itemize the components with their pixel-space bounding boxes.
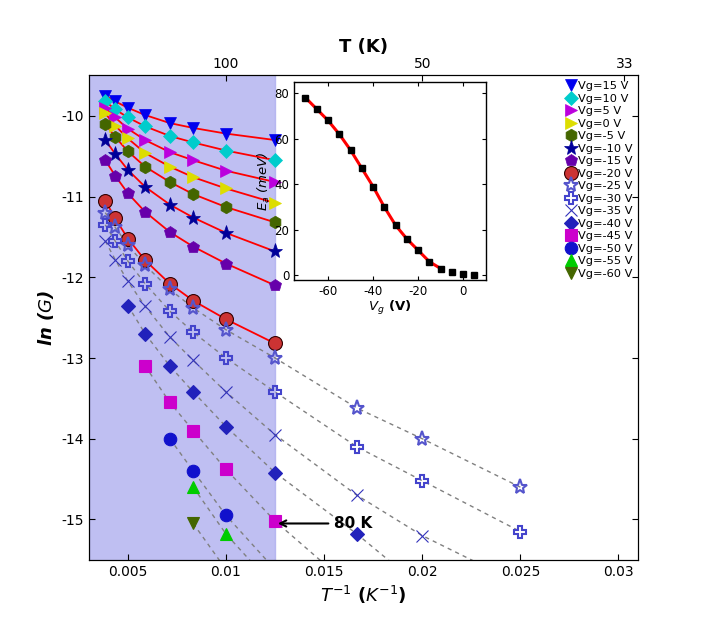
- X-axis label: $T^{-1}$ ($K^{-1}$): $T^{-1}$ ($K^{-1}$): [320, 584, 407, 606]
- Y-axis label: $E_a$ (meV): $E_a$ (meV): [256, 151, 272, 211]
- X-axis label: $V$$_g$ (V): $V$$_g$ (V): [368, 299, 412, 317]
- Bar: [89, 67, 275, 568]
- X-axis label: T (K): T (K): [339, 38, 388, 57]
- Y-axis label: ln ($G$): ln ($G$): [35, 290, 55, 345]
- Legend: Vg=15 V, Vg=10 V, Vg=5 V, Vg=0 V, Vg=-5 V, Vg=-10 V, Vg=-15 V, Vg=-20 V, Vg=-25 : Vg=15 V, Vg=10 V, Vg=5 V, Vg=0 V, Vg=-5 …: [568, 81, 632, 279]
- Text: 80 K: 80 K: [280, 516, 372, 531]
